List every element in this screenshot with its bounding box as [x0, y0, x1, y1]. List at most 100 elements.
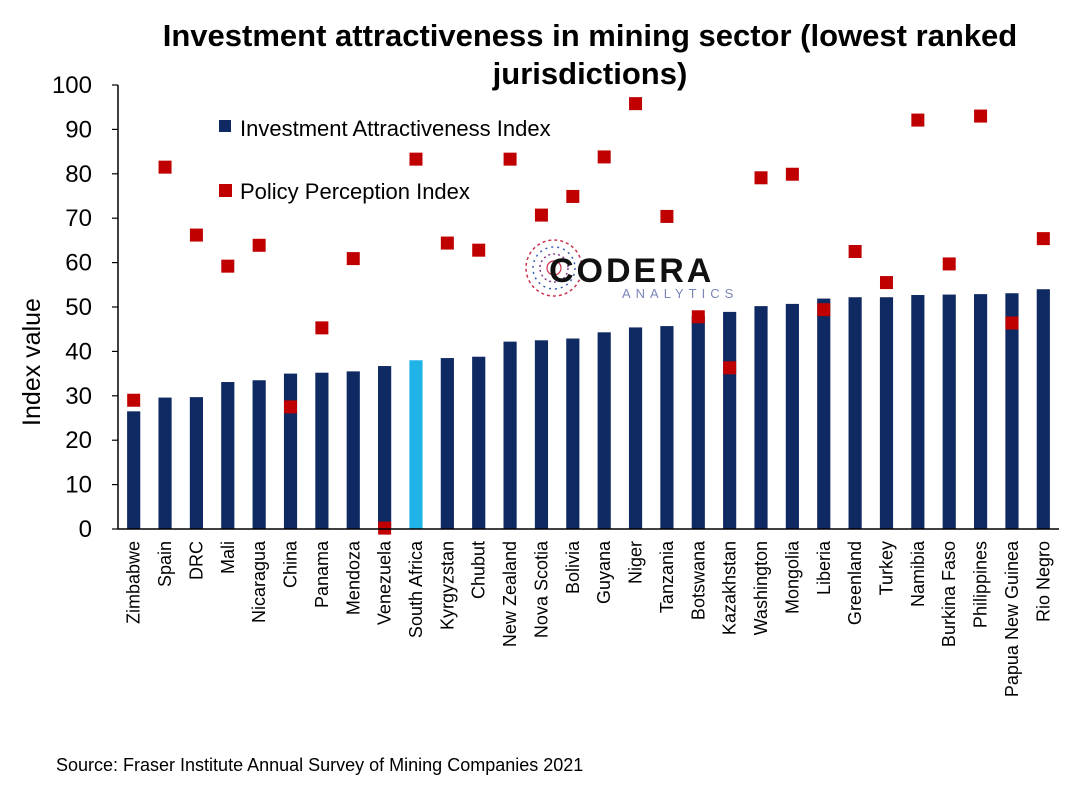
policy-marker	[942, 257, 956, 271]
y-tick-label: 60	[65, 250, 92, 277]
y-tick-label: 70	[65, 205, 92, 232]
policy-marker	[409, 152, 423, 166]
bar	[911, 295, 925, 529]
x-tick-label: Mali	[218, 541, 238, 574]
legend-swatch-bar	[219, 120, 231, 132]
x-tick-label: Namibia	[908, 540, 928, 607]
x-tick-label: Rio Negro	[1033, 541, 1053, 622]
x-tick-label: Guyana	[594, 540, 614, 604]
x-tick-label: Panama	[312, 540, 332, 608]
bar	[597, 332, 611, 529]
policy-marker	[691, 310, 705, 324]
policy-marker	[566, 189, 580, 203]
bar	[754, 306, 768, 529]
bar	[628, 327, 643, 529]
bar	[315, 372, 329, 529]
x-tick-label: DRC	[186, 541, 206, 580]
legend-label-investment: Investment Attractiveness Index	[240, 116, 551, 141]
chart-title-line2: jurisdictions)	[492, 56, 688, 91]
policy-marker	[597, 150, 611, 164]
bar	[785, 303, 799, 529]
bar	[848, 297, 862, 529]
x-tick-label: Kyrgyzstan	[437, 541, 457, 630]
bar	[283, 373, 298, 529]
policy-marker	[879, 276, 893, 290]
policy-marker	[1036, 232, 1050, 246]
policy-marker	[754, 171, 768, 185]
marker-series	[127, 97, 1050, 535]
chart-title-line1: Investment attractiveness in mining sect…	[163, 18, 1017, 53]
bar	[534, 340, 549, 529]
policy-marker	[315, 321, 329, 335]
policy-marker	[221, 259, 235, 273]
logo-circle-icon	[525, 239, 583, 297]
y-tick-label: 20	[65, 427, 92, 454]
x-tick-label: Papua New Guinea	[1002, 540, 1022, 697]
policy-marker	[284, 400, 298, 414]
bar	[1036, 289, 1050, 529]
policy-marker	[911, 113, 925, 127]
bar	[221, 382, 235, 529]
bar	[1005, 293, 1019, 529]
logo-subtitle: ANALYTICS	[622, 286, 738, 301]
policy-marker	[158, 160, 172, 174]
legend: Investment Attractiveness Index Policy P…	[219, 116, 551, 204]
policy-marker	[785, 167, 799, 181]
x-tick-label: Mendoza	[343, 540, 363, 615]
y-tick-label: 100	[52, 72, 92, 99]
y-axis-title: Index value	[18, 298, 46, 426]
bar	[409, 360, 423, 529]
x-tick-label: New Zealand	[500, 541, 520, 647]
bar	[472, 356, 486, 529]
y-tick-label: 40	[65, 338, 92, 365]
x-tick-label: Tanzania	[657, 540, 677, 613]
policy-marker	[127, 393, 141, 407]
policy-marker	[848, 245, 862, 258]
policy-marker	[440, 236, 454, 250]
policy-marker	[503, 152, 517, 166]
policy-marker	[974, 109, 988, 123]
bar	[127, 411, 141, 529]
bar	[346, 371, 360, 529]
policy-marker	[723, 361, 737, 375]
y-tick-label: 0	[79, 516, 92, 543]
bar	[566, 338, 580, 529]
bar	[503, 341, 517, 529]
bar	[660, 326, 674, 529]
bar	[158, 397, 172, 529]
x-tick-label: South Africa	[406, 540, 426, 638]
bar-series	[127, 289, 1050, 529]
bar	[879, 297, 894, 529]
bar	[723, 311, 737, 529]
x-tick-label: Nicaragua	[249, 540, 269, 623]
x-tick-label: Chubut	[469, 541, 489, 599]
source-note: Source: Fraser Institute Annual Survey o…	[56, 755, 583, 775]
x-tick-label: Mongolia	[782, 540, 802, 614]
policy-marker	[378, 521, 392, 535]
policy-marker	[660, 209, 674, 223]
x-tick-label: Kazakhstan	[720, 541, 740, 635]
bar	[691, 315, 705, 529]
policy-marker	[346, 252, 360, 266]
x-tick-label: Burkina Faso	[939, 541, 959, 647]
x-tick-label: Zimbabwe	[124, 541, 144, 624]
bar	[252, 380, 266, 529]
x-tick-label: Washington	[751, 541, 771, 635]
legend-swatch-marker	[219, 184, 232, 197]
legend-label-policy: Policy Perception Index	[240, 179, 470, 204]
policy-marker	[252, 238, 266, 252]
bar	[189, 397, 204, 529]
y-tick-label: 10	[65, 472, 92, 499]
x-tick-label: China	[281, 540, 301, 588]
x-tick-label: Spain	[155, 541, 175, 587]
x-tick-label: Turkey	[876, 541, 896, 595]
policy-marker	[189, 228, 203, 242]
x-tick-label: Nova Scotia	[531, 540, 551, 638]
x-tick-label: Venezuela	[375, 540, 395, 625]
policy-marker	[472, 243, 486, 257]
bar	[942, 294, 956, 529]
bar	[378, 366, 392, 529]
codera-logo: CODERA ANALYTICS	[525, 239, 738, 301]
x-tick-label: Bolivia	[563, 540, 583, 594]
